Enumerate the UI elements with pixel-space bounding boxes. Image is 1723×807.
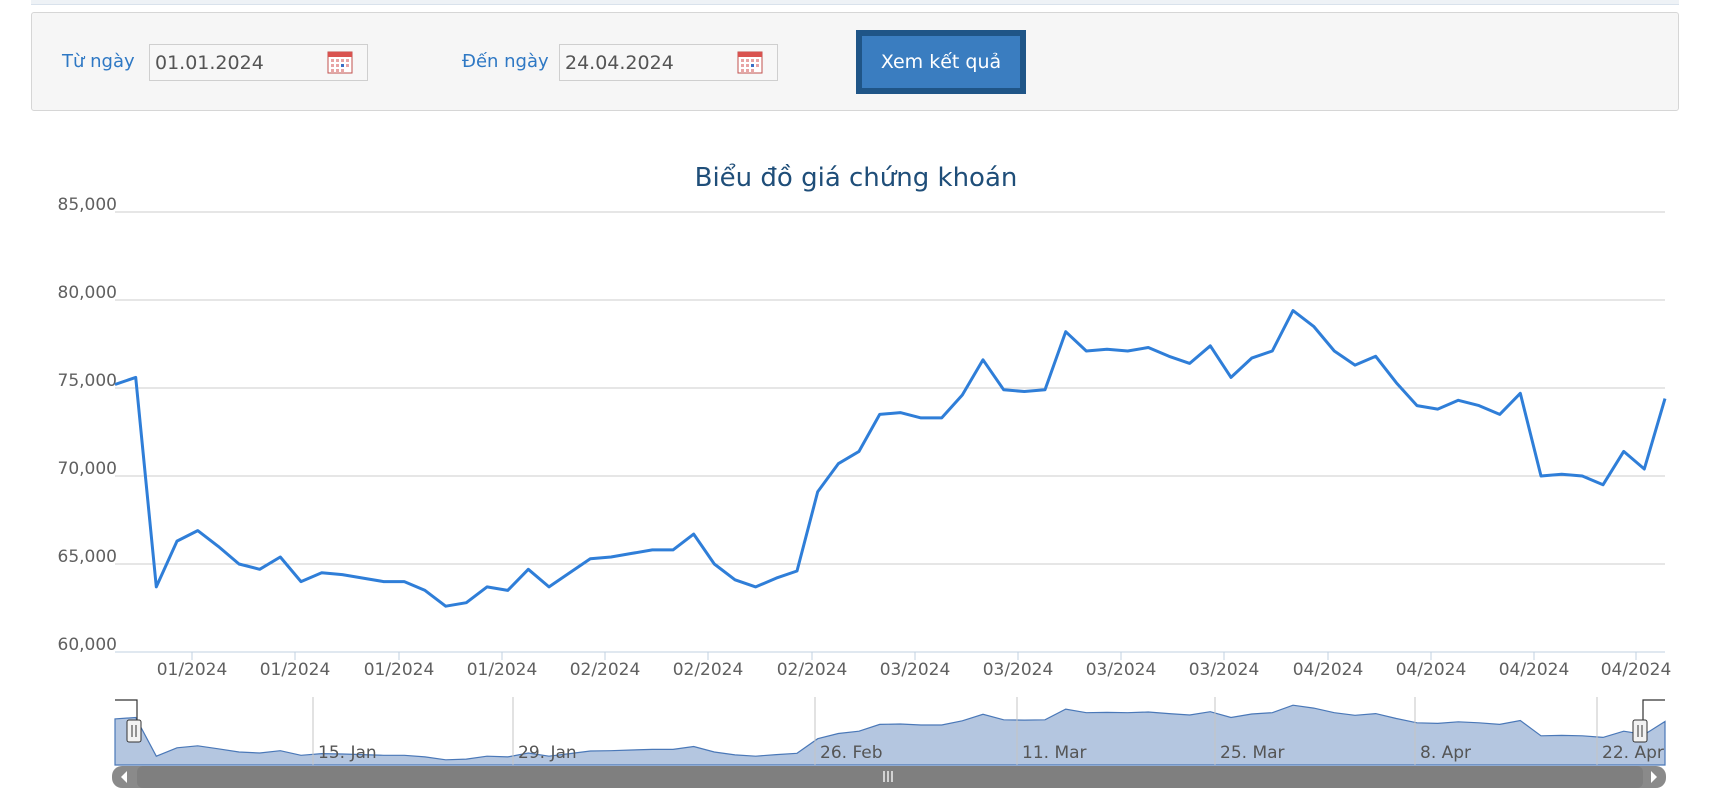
x-tick-label: 03/2024 [983,660,1054,680]
submit-button-frame: Xem kết quả [856,30,1026,94]
x-tick-label: 04/2024 [1293,660,1364,680]
from-date-field[interactable] [149,44,368,81]
navigator-label: 8. Apr [1420,743,1471,763]
navigator-area [114,704,1666,766]
price-series-line [114,309,1667,608]
x-tick-label: 03/2024 [1086,660,1157,680]
view-results-button[interactable]: Xem kết quả [862,36,1020,88]
y-axis: 60,000 65,000 70,000 75,000 80,000 85,000 [58,195,117,655]
x-tick-label: 01/2024 [364,660,435,680]
x-tick-label: 03/2024 [880,660,951,680]
x-tick-label: 01/2024 [157,660,228,680]
x-tick-label: 04/2024 [1396,660,1467,680]
x-tick-label: 01/2024 [467,660,538,680]
x-axis: 01/2024 01/2024 01/2024 01/2024 02/2024 02/20… [157,652,1672,680]
scrollbar-thumb[interactable] [137,766,1643,788]
x-tick-label: 04/2024 [1601,660,1672,680]
navigator[interactable]: 15. Jan 29. Jan 26. Feb 11. Mar 25. Mar 8. Ap… [112,697,1666,788]
navigator-handle-left[interactable] [126,719,142,743]
x-tick-label: 02/2024 [777,660,848,680]
y-tick-label: 60,000 [58,635,117,655]
calendar-icon[interactable] [327,50,353,74]
scroll-right-icon[interactable] [1651,771,1657,783]
to-date-label: Đến ngày [462,51,549,72]
y-tick-label: 65,000 [58,547,117,567]
top-border [31,0,1679,5]
x-tick-label: 02/2024 [673,660,744,680]
to-date-field[interactable] [559,44,778,81]
navigator-label: 22. Apr [1602,743,1664,763]
y-tick-label: 80,000 [58,283,117,303]
y-tick-label: 70,000 [58,459,117,479]
calendar-icon[interactable] [737,50,763,74]
x-tick-label: 03/2024 [1189,660,1260,680]
chart-title: Biểu đồ giá chứng khoán [695,162,1018,193]
navigator-label: 11. Mar [1022,743,1087,763]
date-filter-panel: Từ ngày Đến ngày Xem kế [31,12,1679,111]
navigator-label: 25. Mar [1220,743,1285,763]
navigator-label: 15. Jan [318,743,377,763]
y-tick-label: 75,000 [58,371,117,391]
y-tick-label: 85,000 [58,195,117,215]
navigator-label: 26. Feb [820,743,883,763]
series-group [114,309,1667,608]
navigator-handle-right[interactable] [1632,719,1648,743]
from-date-input[interactable] [155,49,315,76]
scroll-left-icon[interactable] [121,771,127,783]
x-tick-label: 04/2024 [1499,660,1570,680]
from-date-label: Từ ngày [62,51,135,72]
x-tick-label: 01/2024 [260,660,331,680]
x-tick-label: 02/2024 [570,660,641,680]
navigator-label: 29. Jan [518,743,577,763]
grid-lines [115,211,1665,653]
to-date-input[interactable] [565,49,725,76]
